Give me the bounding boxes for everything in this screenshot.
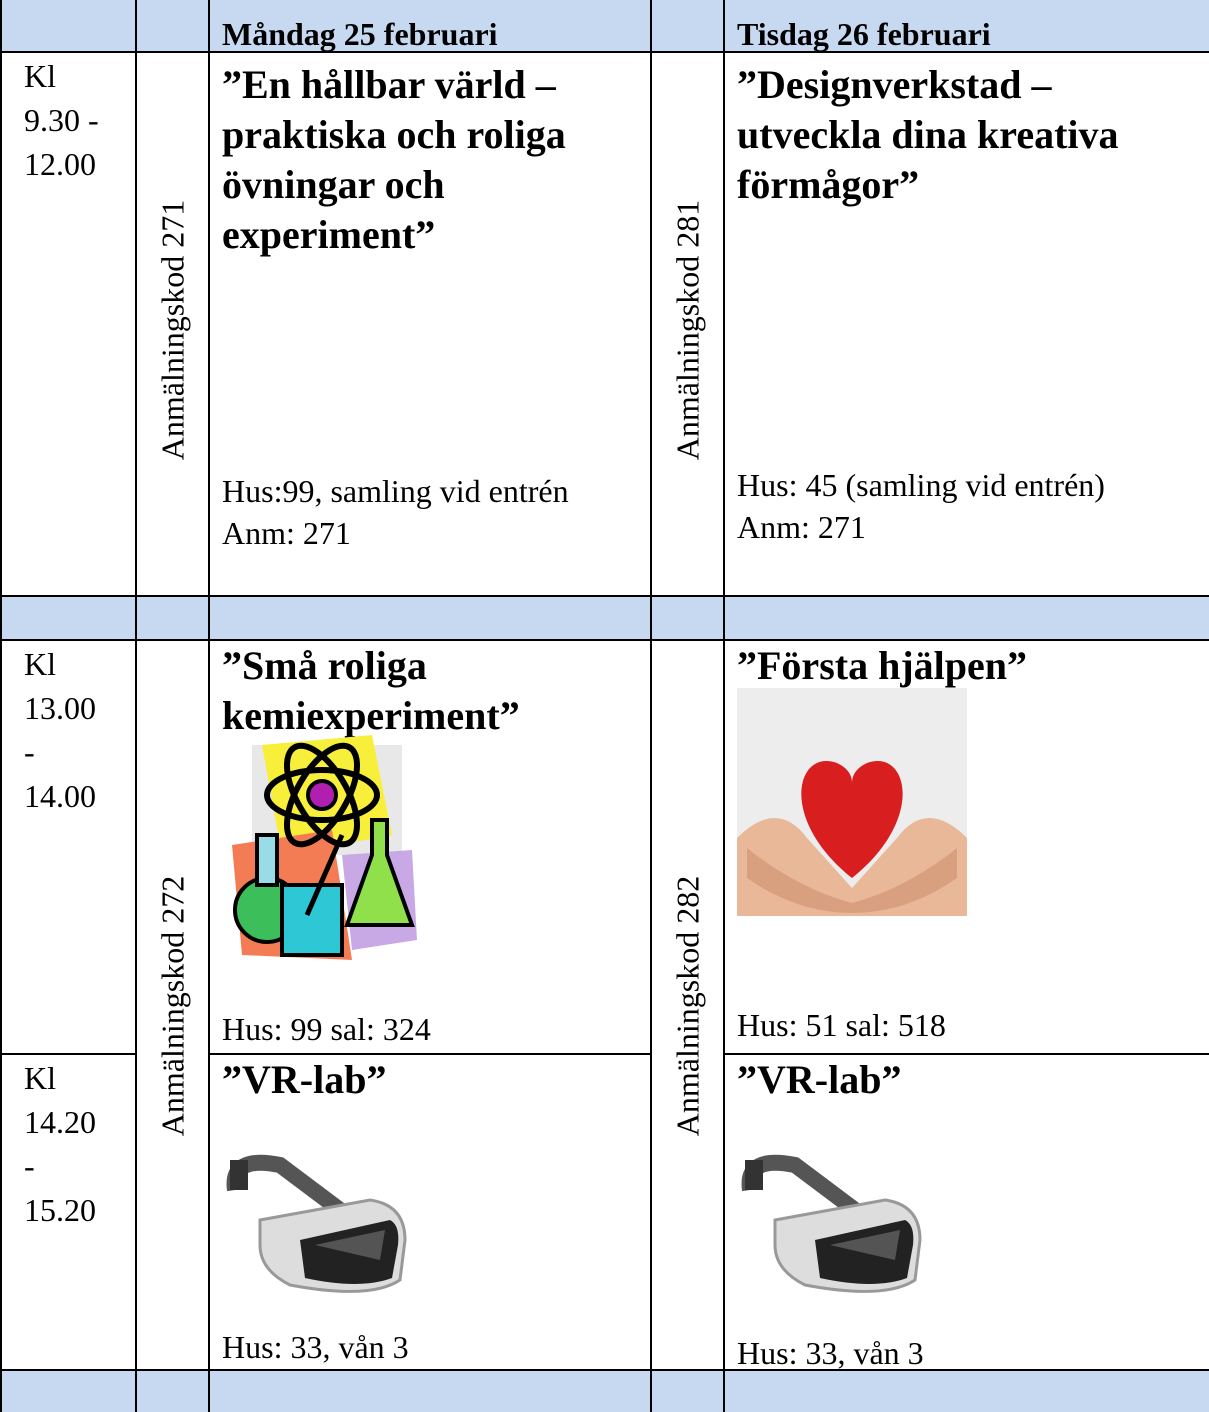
time-text: 14.20 bbox=[24, 1104, 96, 1140]
session-location: Hus: 45 (samling vid entrén) Anm: 271 bbox=[737, 464, 1105, 548]
day-header: Tisdag 26 februari bbox=[737, 16, 991, 52]
vr-headset-image bbox=[741, 1154, 922, 1293]
session-location: Hus: 33, vån 3 bbox=[737, 1332, 924, 1374]
row-line bbox=[209, 1053, 652, 1055]
time-text: Kl bbox=[24, 58, 56, 94]
time-slot: Kl 14.20 - 15.20 bbox=[24, 1056, 96, 1232]
heart-photo bbox=[737, 688, 967, 916]
session-title: ”VR-lab” bbox=[222, 1057, 387, 1102]
location-line: Hus:99, samling vid entrén bbox=[222, 473, 569, 509]
registration-code: Anmälningskod 282 bbox=[669, 875, 706, 1137]
row-line bbox=[0, 1053, 137, 1055]
session-title: ”VR-lab” bbox=[737, 1057, 902, 1102]
location-line: Hus: 33, vån 3 bbox=[737, 1335, 924, 1371]
col-line bbox=[135, 0, 137, 1412]
row-line bbox=[0, 1369, 1209, 1371]
registration-code: Anmälningskod 272 bbox=[154, 875, 191, 1137]
vr-headset-image bbox=[226, 1154, 407, 1293]
session-location: Hus: 99 sal: 324 bbox=[222, 1008, 431, 1050]
spacer-band bbox=[0, 596, 1209, 640]
col-line bbox=[723, 0, 725, 1412]
row-line bbox=[0, 595, 1209, 597]
session-title: ”Första hjälpen” bbox=[737, 643, 1027, 688]
col-line bbox=[0, 0, 2, 1412]
location-line: Hus: 51 sal: 518 bbox=[737, 1007, 946, 1043]
time-text: 13.00 bbox=[24, 690, 96, 726]
time-text: 15.20 bbox=[24, 1192, 96, 1228]
row-line bbox=[0, 51, 1209, 53]
session-location: Hus: 33, vån 3 bbox=[222, 1326, 409, 1368]
registration-code: Anmälningskod 271 bbox=[154, 199, 191, 461]
footer-band bbox=[0, 1371, 1209, 1412]
header-band bbox=[0, 0, 1209, 52]
location-line: Hus: 45 (samling vid entrén) bbox=[737, 467, 1105, 503]
time-text: - bbox=[24, 1148, 35, 1184]
chemistry-clipart bbox=[232, 735, 417, 960]
location-line: Anm: 271 bbox=[222, 515, 351, 551]
session-title: ”Små roliga kemiexperiment” bbox=[222, 643, 520, 738]
col-line bbox=[650, 0, 652, 1412]
location-line: Anm: 271 bbox=[737, 509, 866, 545]
session-location: Hus:99, samling vid entrén Anm: 271 bbox=[222, 470, 569, 554]
session-title: ”Designverkstad – utveckla dina kreativa… bbox=[737, 62, 1119, 207]
registration-code: Anmälningskod 281 bbox=[669, 199, 706, 461]
time-slot: Kl 13.00 - 14.00 bbox=[24, 642, 96, 818]
session-title: ”En hållbar värld – praktiska och roliga… bbox=[222, 62, 566, 257]
time-text: Kl bbox=[24, 646, 56, 682]
time-text: 9.30 - bbox=[24, 102, 99, 138]
location-line: Hus: 99 sal: 324 bbox=[222, 1011, 431, 1047]
time-text: Kl bbox=[24, 1060, 56, 1096]
time-slot: Kl 9.30 - 12.00 bbox=[24, 54, 99, 186]
row-line bbox=[724, 1053, 1209, 1055]
col-line bbox=[208, 0, 210, 1412]
time-text: 14.00 bbox=[24, 778, 96, 814]
location-line: Hus: 33, vån 3 bbox=[222, 1329, 409, 1365]
time-text: - bbox=[24, 734, 35, 770]
day-header: Måndag 25 februari bbox=[222, 16, 498, 52]
time-text: 12.00 bbox=[24, 146, 96, 182]
row-line bbox=[0, 639, 1209, 641]
session-location: Hus: 51 sal: 518 bbox=[737, 1004, 946, 1046]
